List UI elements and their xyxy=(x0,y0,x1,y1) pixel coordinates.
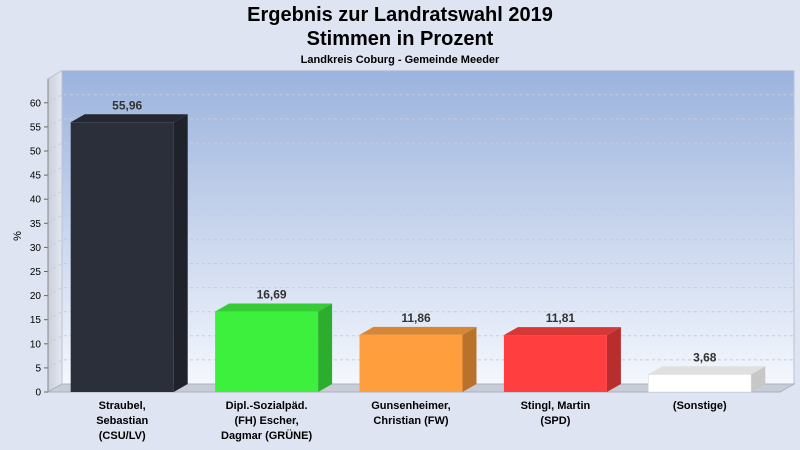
bar-value-label: 11,81 xyxy=(546,311,576,325)
bar-2 xyxy=(215,303,333,392)
y-tick-label: 30 xyxy=(30,243,42,254)
bar-top xyxy=(503,327,621,336)
bar-value-label: 11,86 xyxy=(401,311,431,325)
chart-title: Ergebnis zur Landratswahl 2019 xyxy=(247,4,553,26)
bar-5 xyxy=(648,366,766,393)
bar-top xyxy=(215,303,333,312)
bar-front xyxy=(70,122,174,392)
chart-subtitle: Landkreis Coburg - Gemeinde Meeder xyxy=(300,54,500,66)
y-tick-label: 5 xyxy=(35,363,41,374)
bar-side xyxy=(606,327,621,392)
gridline xyxy=(47,214,794,224)
bar-front xyxy=(359,334,463,392)
y-tick-label: 45 xyxy=(30,171,42,182)
bar-side xyxy=(318,303,333,392)
gridline xyxy=(47,94,794,104)
x-tick-label: Dipl.-Sozialpäd. (FH) Escher, Dagmar (GRÜN… xyxy=(221,400,312,442)
bar-side xyxy=(462,326,477,392)
y-tick-label: 10 xyxy=(30,339,42,350)
bar-front xyxy=(503,335,607,392)
bar-4 xyxy=(503,327,621,392)
bar-3 xyxy=(359,326,477,392)
bar-value-label: 3,68 xyxy=(693,350,717,364)
bar-front xyxy=(648,374,752,393)
x-tick-label: Straubel, Sebastian (CSU/LV) xyxy=(96,400,148,442)
bar-1 xyxy=(70,114,188,392)
y-tick-label: 15 xyxy=(30,315,42,326)
gridline xyxy=(47,263,794,272)
y-axis-label: % xyxy=(12,231,24,241)
bar-side xyxy=(173,114,188,392)
bar-top xyxy=(648,366,766,375)
y-tick-label: 60 xyxy=(30,98,42,109)
x-tick-label: Stingl, Martin (SPD) xyxy=(521,400,591,427)
y-tick-label: 0 xyxy=(35,388,41,399)
bar-front xyxy=(215,311,319,392)
y-tick-label: 20 xyxy=(30,291,42,302)
x-tick-label: Gunsenheimer, Christian (FW) xyxy=(371,400,450,427)
gridline xyxy=(47,287,794,297)
y-tick-label: 35 xyxy=(30,219,42,230)
y-tick-label: 50 xyxy=(30,147,42,158)
gridline xyxy=(47,190,794,200)
gridline xyxy=(47,311,794,321)
x-tick-label: (Sonstige) xyxy=(673,400,727,412)
y-tick-label: 25 xyxy=(30,267,42,278)
gridline xyxy=(47,118,794,128)
gridline xyxy=(47,142,794,152)
plot-side-wall xyxy=(47,69,63,393)
chart-subtitle-line: Stimmen in Prozent xyxy=(306,28,494,50)
bar-top xyxy=(359,326,477,335)
bar-side xyxy=(751,366,766,392)
bar-value-label: 16,69 xyxy=(257,288,287,302)
gridline xyxy=(47,166,794,176)
bar-value-label: 55,96 xyxy=(112,98,142,112)
y-tick-label: 55 xyxy=(30,122,42,133)
gridline xyxy=(47,238,794,248)
y-tick-label: 40 xyxy=(30,195,42,206)
bar-top xyxy=(70,114,188,123)
